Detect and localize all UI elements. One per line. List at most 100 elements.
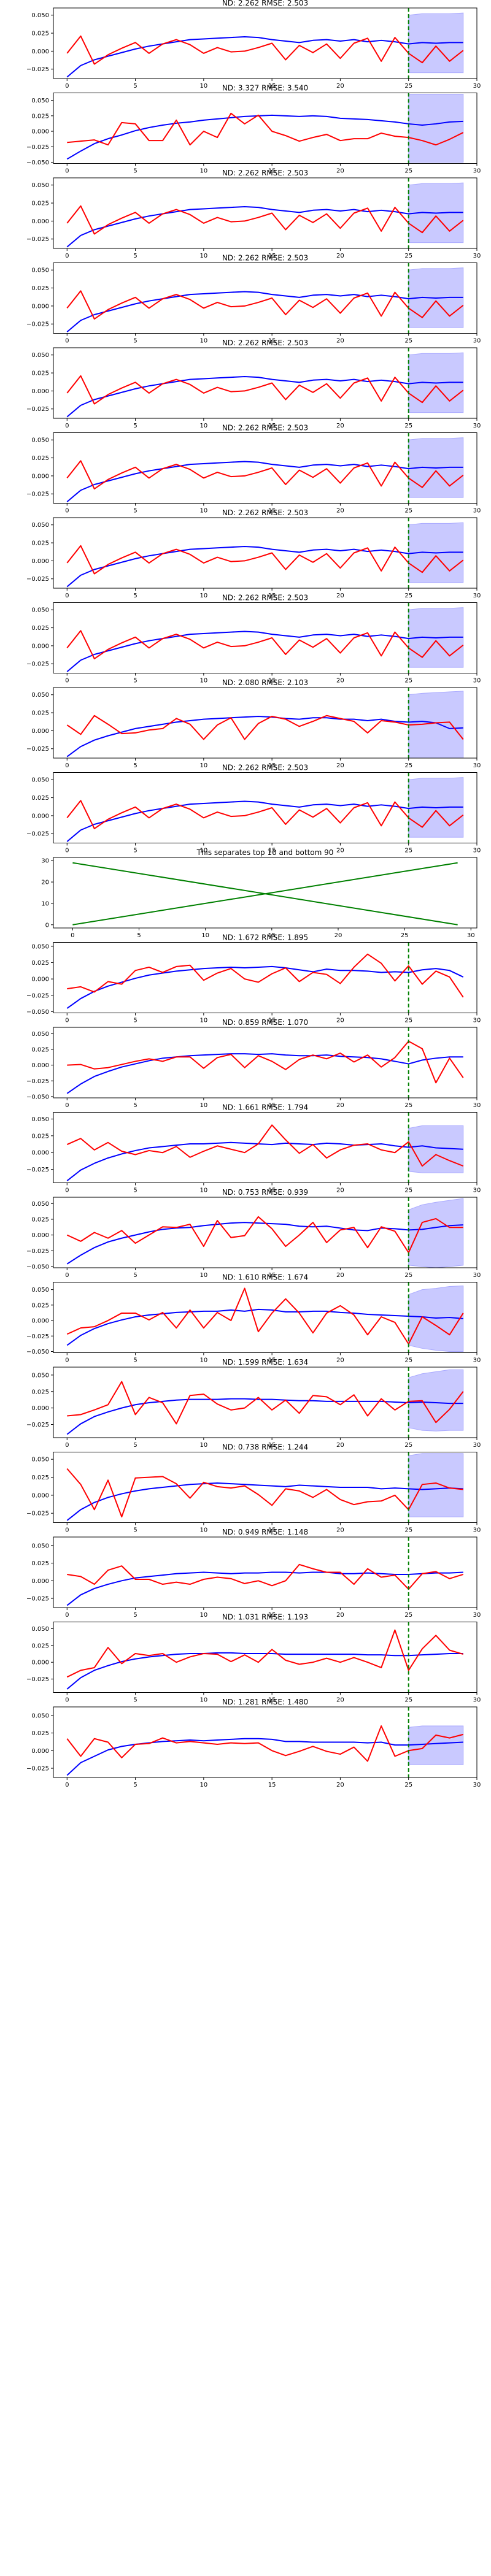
y-tick-label: 0.000 [31, 1232, 49, 1239]
x-tick-label: 5 [133, 168, 137, 175]
x-tick-label: 20 [336, 762, 344, 769]
x-tick-label: 0 [65, 423, 69, 429]
y-tick-label: 0.025 [31, 795, 49, 802]
x-tick-label: 30 [473, 1272, 481, 1279]
actual-line [66, 545, 464, 575]
x-tick-label: 25 [404, 1782, 412, 1788]
x-tick-label: 10 [199, 83, 207, 90]
y-tick-label: −0.025 [26, 576, 49, 583]
x-tick-label: 0 [65, 762, 69, 769]
chart-panel-5: ND: 2.262 RMSE: 2.503 0 5 10 15 20 25 30 −0.025 0… [26, 339, 481, 429]
x-tick-label: 20 [336, 423, 344, 429]
axes-frame [53, 1622, 477, 1693]
chart-panel-16: ND: 1.610 RMSE: 1.674 0 5 10 15 20 25 30 −0.050 −… [26, 1273, 481, 1364]
chart-panel-3: ND: 2.262 RMSE: 2.503 0 5 10 15 20 25 30 −0.025 0… [26, 169, 481, 259]
x-tick-label: 10 [199, 168, 207, 175]
x-tick-label: 15 [268, 848, 276, 854]
y-tick-label: 0.025 [31, 710, 49, 717]
y-tick-label: 10 [41, 900, 49, 907]
x-tick-label: 0 [65, 1272, 69, 1279]
x-tick-label: 0 [71, 932, 74, 939]
x-tick-label: 25 [404, 338, 412, 345]
x-tick-label: 0 [65, 1018, 69, 1024]
y-tick-label: 0.000 [31, 558, 49, 565]
x-tick-label: 10 [201, 932, 209, 939]
y-tick-label: 0.000 [31, 813, 49, 819]
x-tick-label: 20 [336, 1187, 344, 1194]
x-tick-label: 15 [268, 932, 276, 939]
actual-line [66, 715, 464, 740]
chart-title: ND: 2.262 RMSE: 2.503 [222, 169, 308, 177]
chart-panel-21: ND: 1.281 RMSE: 1.480 0 5 10 15 20 25 30 −0.025 0… [26, 1698, 481, 1788]
y-tick-label: 0.050 [31, 182, 49, 189]
actual-line [66, 1725, 463, 1762]
x-tick-label: 10 [199, 1018, 207, 1024]
plot-area [72, 862, 458, 926]
x-tick-label: 10 [199, 1782, 207, 1788]
y-tick-label: 0.025 [31, 113, 49, 120]
x-tick-label: 30 [473, 423, 481, 429]
x-tick-label: 0 [65, 1782, 69, 1788]
chart-title: ND: 2.262 RMSE: 2.503 [222, 424, 308, 432]
y-tick-label: −0.025 [26, 746, 49, 753]
plot-area [66, 1707, 464, 1777]
axes-frame [53, 177, 477, 249]
x-tick-label: 15 [268, 83, 276, 90]
y-tick-label: 0.050 [31, 777, 49, 784]
y-tick-label: 0.050 [31, 1372, 49, 1379]
x-tick-label: 20 [334, 932, 342, 939]
confidence-band [408, 1453, 464, 1517]
actual-line [67, 953, 464, 998]
plot-area [66, 1282, 464, 1353]
x-tick-label: 20 [336, 592, 344, 599]
confidence-band [408, 1725, 464, 1765]
y-tick-label: −0.025 [26, 491, 49, 498]
y-tick-label: 0.000 [31, 1492, 49, 1499]
plot-area [66, 772, 464, 843]
x-tick-label: 10 [199, 1697, 207, 1704]
y-tick-label: 0.025 [31, 1302, 49, 1309]
confidence-band [408, 94, 464, 163]
chart-title: ND: 2.262 RMSE: 2.503 [222, 764, 308, 772]
chart-panel-6: ND: 2.262 RMSE: 2.503 0 5 10 15 20 25 30 −0.025 0… [26, 424, 481, 515]
plot-area [66, 348, 464, 418]
axes-frame [53, 1027, 477, 1098]
x-tick-label: 20 [336, 1697, 344, 1704]
chart-title: ND: 2.262 RMSE: 2.503 [222, 254, 308, 263]
y-tick-label: 0.050 [31, 1457, 49, 1463]
chart-title: ND: 1.031 RMSE: 1.193 [222, 1613, 308, 1622]
chart-title: ND: 0.949 RMSE: 1.148 [222, 1528, 308, 1536]
x-tick-label: 15 [268, 678, 276, 684]
x-tick-label: 10 [199, 592, 207, 599]
axes-frame [53, 1282, 477, 1353]
axes-frame [53, 517, 477, 589]
x-tick-label: 0 [65, 1187, 69, 1194]
x-tick-label: 15 [268, 1187, 276, 1194]
y-tick-label: −0.050 [26, 1009, 49, 1016]
x-tick-label: 25 [404, 423, 412, 429]
axes-frame [53, 942, 477, 1013]
x-tick-label: 10 [199, 1357, 207, 1364]
chart-panel-20: ND: 1.031 RMSE: 1.193 0 5 10 15 20 25 30 −0.025 0… [26, 1613, 481, 1704]
actual-line [66, 205, 464, 235]
axes-frame [53, 602, 477, 673]
x-tick-label: 5 [133, 253, 137, 259]
chart-panel-12: ND: 1.672 RMSE: 1.895 0 5 10 15 20 25 30 −0.050 −… [26, 933, 481, 1024]
axes-frame [53, 1197, 477, 1268]
x-tick-label: 15 [268, 1102, 276, 1109]
x-tick-label: 5 [137, 932, 141, 939]
x-tick-label: 5 [133, 1442, 137, 1449]
y-tick-label: 0.050 [31, 1116, 49, 1123]
x-tick-label: 20 [336, 1782, 344, 1788]
y-tick-label: 0.025 [31, 1133, 49, 1140]
chart-panel-18: ND: 0.738 RMSE: 1.244 0 5 10 15 20 25 30 −0.025 0… [26, 1443, 481, 1534]
x-tick-label: 10 [199, 1187, 207, 1194]
x-tick-label: 15 [268, 1272, 276, 1279]
axes-frame [53, 1536, 477, 1608]
x-tick-label: 5 [133, 338, 137, 345]
chart-panel-19: ND: 0.949 RMSE: 1.148 0 5 10 15 20 25 30 −0.025 0… [26, 1528, 481, 1619]
x-tick-label: 25 [404, 1527, 412, 1534]
x-tick-label: 10 [199, 1272, 207, 1279]
prediction-line [66, 205, 463, 248]
x-tick-label: 25 [404, 1442, 412, 1449]
